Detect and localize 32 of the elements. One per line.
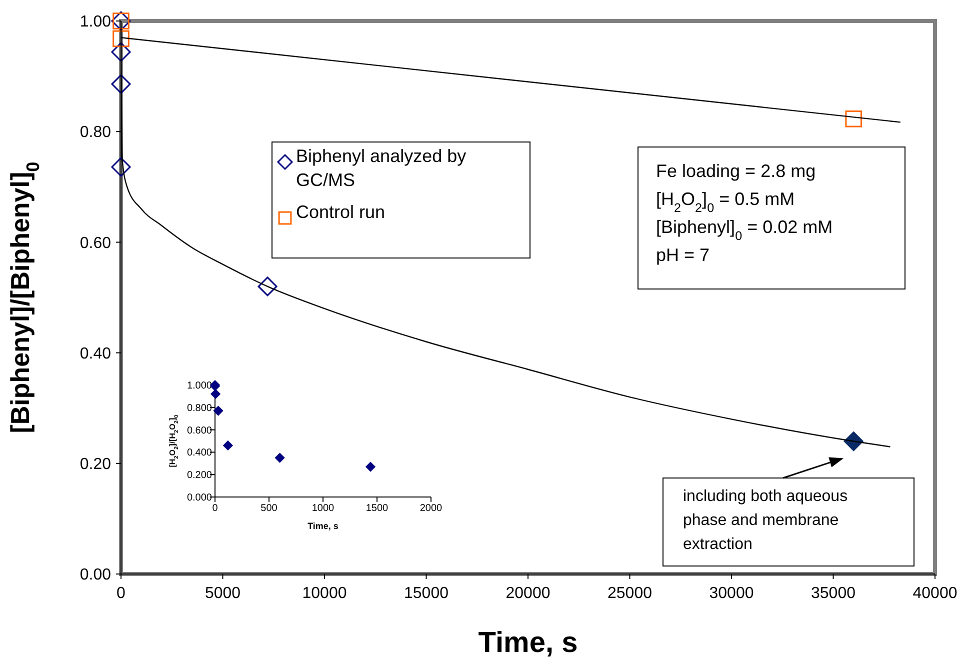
x-tick-label: 40000 [912,585,958,602]
x-tick-label: 0 [212,503,218,514]
legend-label: Control run [296,202,386,222]
x-tick-label: 35000 [811,585,856,602]
y-tick-label: 0.80 [80,124,112,142]
text: Fe loading = 2.8 mg [H$_{2}$O$_{2}$]$_{0}$ = 0.5 mM [Biphenyl]$_{0}$ = 0.02 mM pH = 7 [656,161,833,265]
x-axis-title: Time, s [478,627,578,659]
y-tick-label: 0.60 [80,234,112,252]
x-tick-label: 0 [116,585,126,602]
x-tick-label: 30000 [709,585,754,602]
x-tick-label: 1000 [312,503,335,514]
x-tick-label: 5000 [204,585,241,602]
y-tick-label: 0.40 [80,345,112,362]
y-tick-label: 1.000 [186,380,212,392]
y-tick-label: 0.200 [186,470,212,482]
x-tick-label: 500 [260,503,278,514]
x-axis-title: Time, s [308,521,338,531]
x-tick-label: 10000 [302,585,347,602]
x-tick-label: 20000 [506,585,550,602]
x-tick-label: 15000 [404,585,449,602]
x-tick-label: 1500 [366,503,389,514]
y-tick-label: 1.00 [80,14,112,31]
y-tick-label: 0.800 [186,402,212,414]
annotation: including both aqueous phase and membrane extraction [683,488,848,553]
y-tick-label: 0.000 [186,492,212,504]
y-tick-label: 0.400 [186,448,212,459]
legend-label: Biphenyl analyzed by GC/MS [296,146,466,190]
y-tick-label: 0.00 [80,566,112,584]
x-tick-label: 2000 [420,503,443,514]
y-tick-label: 0.600 [186,425,212,436]
x-tick-label: 25000 [608,585,652,602]
y-tick-label: 0.20 [80,456,112,473]
